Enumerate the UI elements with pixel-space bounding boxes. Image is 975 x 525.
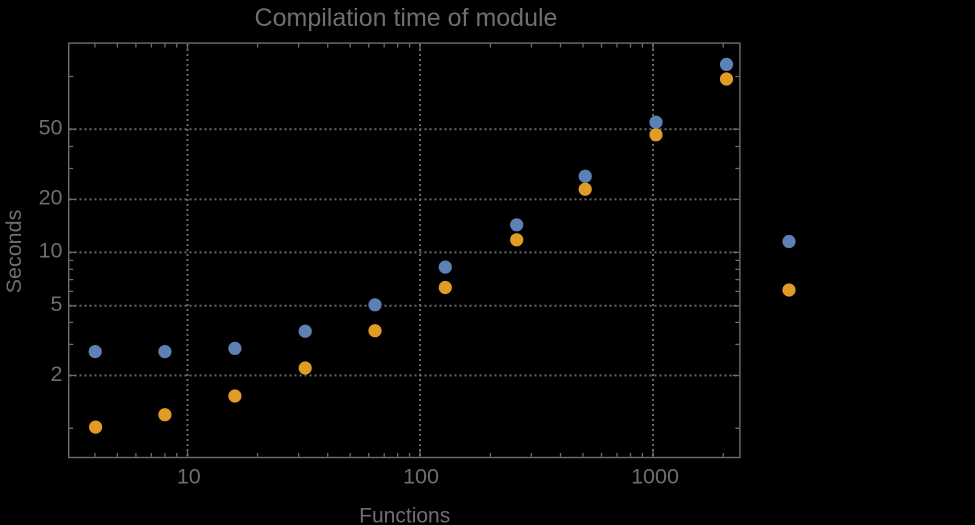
svg-text:Compilation time of module: Compilation time of module xyxy=(255,4,558,32)
svg-text:100: 100 xyxy=(403,465,439,489)
svg-text:20: 20 xyxy=(39,186,63,210)
svg-text:Functions: Functions xyxy=(359,505,450,525)
svg-text:10: 10 xyxy=(177,465,201,489)
svg-text:5: 5 xyxy=(51,292,63,316)
svg-text:50: 50 xyxy=(39,116,63,140)
svg-text:2: 2 xyxy=(51,362,63,386)
svg-text:1000: 1000 xyxy=(631,465,679,489)
svg-text:10: 10 xyxy=(39,239,63,263)
svg-text:Seconds: Seconds xyxy=(2,210,26,294)
